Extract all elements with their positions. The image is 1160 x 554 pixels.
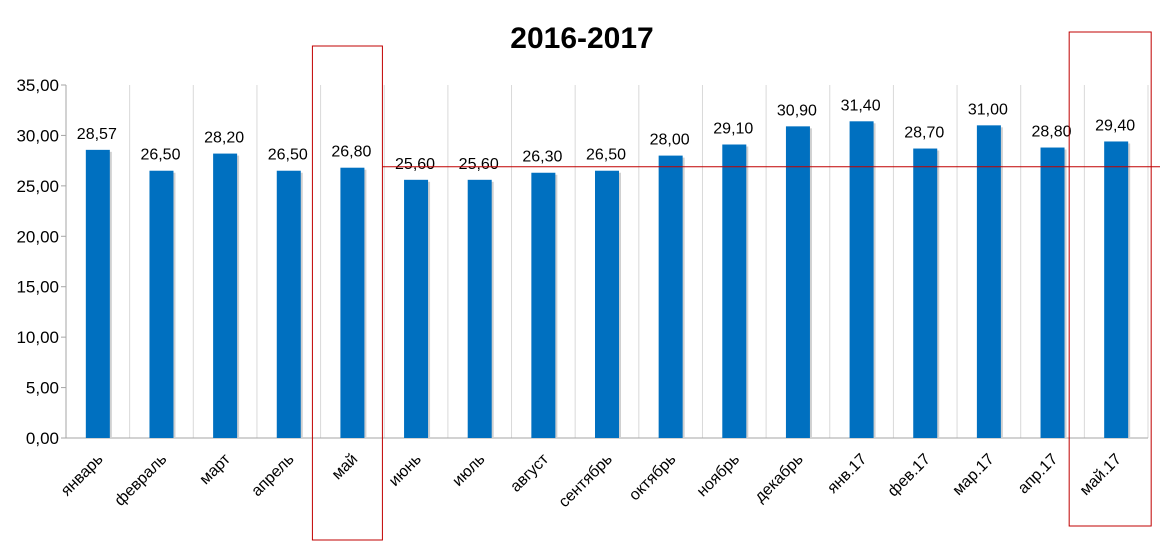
data-label: 25,60 bbox=[395, 156, 435, 173]
bar bbox=[213, 153, 238, 438]
bar bbox=[849, 121, 874, 439]
bar bbox=[785, 126, 810, 438]
y-tick-label: 0,00 bbox=[26, 429, 59, 448]
bar bbox=[595, 170, 619, 438]
y-tick-label: 30,00 bbox=[16, 126, 59, 145]
x-axis-ticks: январь февраль март апрель май июнь июль август… bbox=[58, 450, 1125, 511]
data-label: 29,10 bbox=[713, 121, 753, 138]
bar bbox=[658, 155, 683, 438]
bar bbox=[1040, 147, 1065, 438]
bars bbox=[85, 121, 1131, 439]
y-axis-ticks: 0,00 5,00 10,00 15,00 20,00 25,00 30,00 35,00 bbox=[16, 76, 59, 448]
data-label: 28,70 bbox=[904, 125, 944, 142]
x-tick-label: июнь bbox=[386, 451, 425, 490]
x-tick-label: июль bbox=[449, 451, 488, 490]
data-label: 25,60 bbox=[459, 156, 499, 173]
y-tick-label: 5,00 bbox=[26, 379, 59, 398]
highlight-box bbox=[1068, 31, 1152, 527]
bar bbox=[149, 170, 174, 438]
bar bbox=[976, 125, 1001, 438]
data-label: 26,50 bbox=[586, 147, 626, 164]
x-tick-label: сентябрь bbox=[556, 451, 616, 511]
chart-title: 2016-2017 bbox=[510, 22, 653, 55]
data-label: 26,50 bbox=[268, 147, 308, 164]
data-label: 26,80 bbox=[331, 144, 371, 161]
bar bbox=[531, 172, 556, 438]
data-label: 31,40 bbox=[841, 97, 881, 114]
y-tick-label: 15,00 bbox=[16, 278, 59, 297]
data-label: 28,20 bbox=[204, 130, 244, 147]
bar bbox=[722, 144, 747, 438]
x-tick-label: февраль bbox=[112, 451, 171, 510]
data-label: 30,90 bbox=[777, 102, 817, 119]
x-tick-label: мар.17 bbox=[950, 451, 998, 499]
bar bbox=[467, 179, 492, 438]
x-tick-label: апрель bbox=[248, 451, 297, 500]
highlight-box bbox=[311, 45, 383, 541]
data-label: 28,00 bbox=[650, 132, 690, 149]
x-tick-label: фев.17 bbox=[885, 451, 934, 500]
bar bbox=[913, 148, 938, 439]
x-tick-label: октябрь bbox=[626, 451, 679, 504]
bar bbox=[340, 167, 365, 438]
x-tick-label: май bbox=[329, 451, 361, 483]
x-tick-label: апр.17 bbox=[1015, 451, 1062, 498]
x-tick-label: март bbox=[197, 450, 235, 488]
bar bbox=[85, 149, 110, 438]
x-tick-label: декабрь bbox=[752, 451, 807, 506]
data-label: 28,57 bbox=[77, 126, 117, 143]
bar bbox=[404, 179, 429, 438]
data-label: 28,80 bbox=[1032, 124, 1072, 141]
bar bbox=[276, 170, 301, 438]
y-tick-label: 10,00 bbox=[16, 328, 59, 347]
x-tick-label: янв.17 bbox=[824, 451, 870, 497]
y-tick-label: 35,00 bbox=[16, 76, 59, 95]
x-tick-label: январь bbox=[58, 451, 107, 500]
data-label: 26,30 bbox=[522, 149, 562, 166]
data-label: 29,40 bbox=[1095, 117, 1135, 134]
highlight-overlays bbox=[311, 31, 1160, 541]
data-label: 26,50 bbox=[140, 147, 180, 164]
x-tick-label: ноябрь bbox=[694, 451, 743, 500]
x-tick-label: май.17 bbox=[1077, 451, 1125, 499]
gridlines bbox=[65, 85, 1149, 438]
data-label: 31,00 bbox=[968, 101, 1008, 118]
y-tick-label: 20,00 bbox=[16, 227, 59, 246]
x-tick-label: август bbox=[507, 450, 552, 495]
y-tick-label: 25,00 bbox=[16, 177, 59, 196]
bar bbox=[1104, 141, 1129, 439]
data-labels: 28,57 26,50 28,20 26,50 26,80 25,60 25,60 26,30… bbox=[77, 97, 1135, 172]
